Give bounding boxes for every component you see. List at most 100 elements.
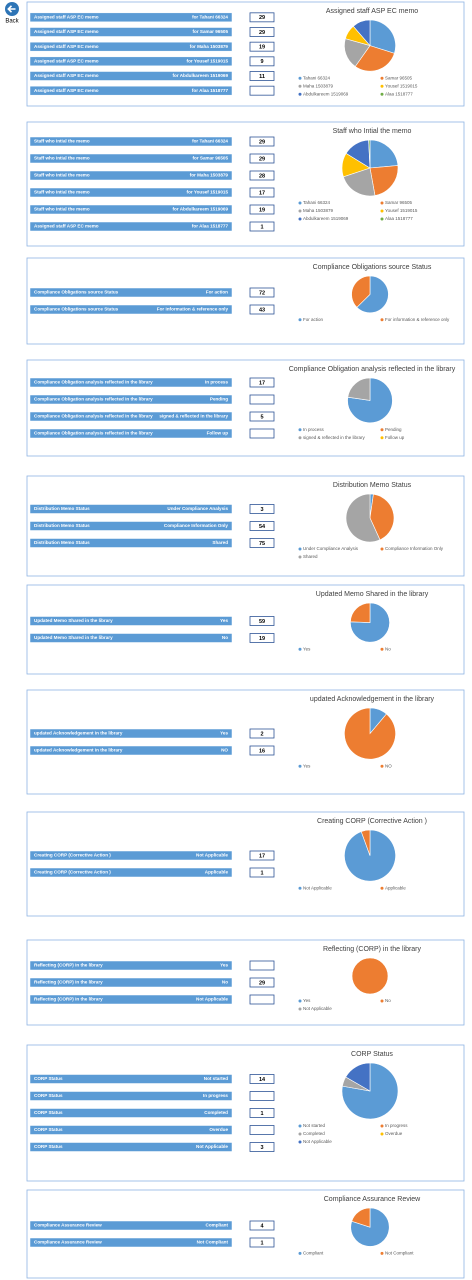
row-label: Compliance Obligation analysis reflected… bbox=[34, 414, 153, 419]
pie-slice bbox=[356, 275, 389, 314]
pie-slice bbox=[351, 957, 389, 995]
legend-label: Yes bbox=[303, 998, 311, 1003]
row-label: CORP Status bbox=[34, 1110, 63, 1115]
legend-swatch bbox=[380, 547, 384, 551]
panel: updated Acknowledgement in the library Ye… bbox=[26, 689, 465, 795]
row-label: Reflecting (CORP) in the library bbox=[34, 963, 103, 968]
row-label: Distribution Memo Status bbox=[34, 506, 90, 511]
legend-label: Alaa 1518777 bbox=[385, 91, 413, 96]
row-bar bbox=[29, 867, 233, 878]
legend-label: Overdue bbox=[385, 1131, 403, 1136]
row-detail: Not Applicable bbox=[196, 853, 228, 858]
legend-label: Yousef 1519015 bbox=[385, 83, 418, 88]
value-box bbox=[249, 41, 275, 52]
row-bar bbox=[29, 85, 233, 96]
value-box bbox=[249, 850, 275, 861]
value-box bbox=[249, 1142, 275, 1152]
value-box bbox=[249, 745, 275, 756]
chart-title: Compliance Obligation analysis reflected… bbox=[289, 366, 456, 373]
row-label: updated Acknowledgement in the library bbox=[34, 731, 123, 736]
row-bar bbox=[29, 27, 233, 37]
value-box bbox=[249, 504, 275, 514]
row-label: Reflecting (CORP) in the library bbox=[34, 980, 103, 985]
row-detail: for Tahani 66324 bbox=[192, 139, 228, 144]
value: 19 bbox=[259, 207, 265, 213]
value: 19 bbox=[259, 636, 265, 642]
row-detail: for Maha 1503879 bbox=[190, 44, 229, 49]
value: 3 bbox=[260, 507, 263, 513]
legend-swatch bbox=[298, 647, 302, 651]
row-detail: for Abdulkareem 1519069 bbox=[173, 207, 229, 212]
row-label: Compliance Obligation analysis reflected… bbox=[34, 397, 153, 402]
row-label: CORP Status bbox=[34, 1127, 63, 1132]
value-box bbox=[249, 27, 275, 37]
back-arrow[interactable] bbox=[7, 5, 16, 13]
row-detail: NO bbox=[221, 748, 228, 753]
legend-label: Not Applicable bbox=[303, 885, 332, 890]
row-label: Assigned staff ASP EC memo bbox=[34, 88, 99, 93]
pie-slice bbox=[351, 1207, 371, 1228]
legend-swatch bbox=[380, 318, 384, 322]
legend-swatch bbox=[298, 1132, 302, 1136]
value-box bbox=[249, 221, 275, 232]
row-label: Assigned staff ASP EC memo bbox=[34, 224, 99, 229]
row-bar bbox=[29, 170, 233, 181]
value-box bbox=[249, 411, 275, 422]
pie-slice bbox=[369, 19, 396, 54]
row-detail: Not started bbox=[204, 1076, 228, 1081]
legend-swatch bbox=[298, 1140, 302, 1144]
pie-slice bbox=[369, 139, 399, 169]
value: 75 bbox=[259, 541, 265, 547]
pie-slice bbox=[351, 275, 371, 308]
value-box bbox=[249, 136, 275, 147]
value: 9 bbox=[260, 59, 263, 65]
legend-swatch bbox=[298, 92, 302, 96]
legend-label: NO bbox=[385, 763, 392, 768]
row-bar bbox=[29, 304, 233, 315]
legend-label: Under Compliance Analysis bbox=[303, 546, 359, 551]
row-detail: for Tahani 66324 bbox=[192, 15, 228, 20]
row-detail: Overdue bbox=[209, 1127, 228, 1132]
value-box bbox=[249, 71, 275, 81]
row-bar bbox=[29, 428, 233, 439]
chart-title: Distribution Memo Status bbox=[333, 482, 412, 489]
chart-title: Compliance Assurance Review bbox=[324, 1196, 421, 1203]
row-bar bbox=[29, 538, 233, 548]
back-label[interactable]: Back bbox=[5, 19, 19, 25]
row-bar bbox=[29, 71, 233, 81]
row-bar bbox=[29, 153, 233, 164]
value: 14 bbox=[259, 1077, 266, 1083]
value-box bbox=[249, 85, 275, 96]
legend-label: Yes bbox=[303, 646, 311, 651]
legend-label: Yes bbox=[303, 763, 311, 768]
chart-title: Compliance Obligations source Status bbox=[313, 264, 432, 271]
value: 1 bbox=[260, 224, 263, 230]
row-detail: Yes bbox=[220, 963, 228, 968]
value-box bbox=[249, 1091, 275, 1101]
row-detail: Compliance Information Only bbox=[164, 523, 229, 528]
row-bar bbox=[29, 1237, 233, 1248]
value: 1 bbox=[260, 1111, 263, 1117]
legend-swatch bbox=[298, 1124, 302, 1128]
row-bar bbox=[29, 187, 233, 198]
row-detail: No bbox=[222, 635, 228, 640]
row-label: Staff who Intial the memo bbox=[34, 190, 90, 195]
value-box bbox=[249, 960, 275, 971]
row-label: Compliance Assurance Review bbox=[34, 1240, 102, 1245]
legend-swatch bbox=[380, 886, 384, 890]
row-bar bbox=[29, 41, 233, 52]
legend-swatch bbox=[298, 555, 302, 559]
legend-swatch bbox=[298, 999, 302, 1003]
legend-swatch bbox=[380, 1132, 384, 1136]
legend-label: In progress bbox=[385, 1123, 408, 1128]
row-bar bbox=[29, 633, 233, 643]
value: 2 bbox=[260, 731, 263, 737]
row-bar bbox=[29, 616, 233, 626]
legend-swatch bbox=[380, 209, 384, 213]
back-button[interactable]: Back bbox=[5, 2, 20, 25]
legend-label: Shared bbox=[303, 554, 318, 559]
row-bar bbox=[29, 521, 233, 531]
row-detail: for Yousef 1519015 bbox=[187, 59, 229, 64]
row-label: Staff who Intial the memo bbox=[34, 207, 90, 212]
